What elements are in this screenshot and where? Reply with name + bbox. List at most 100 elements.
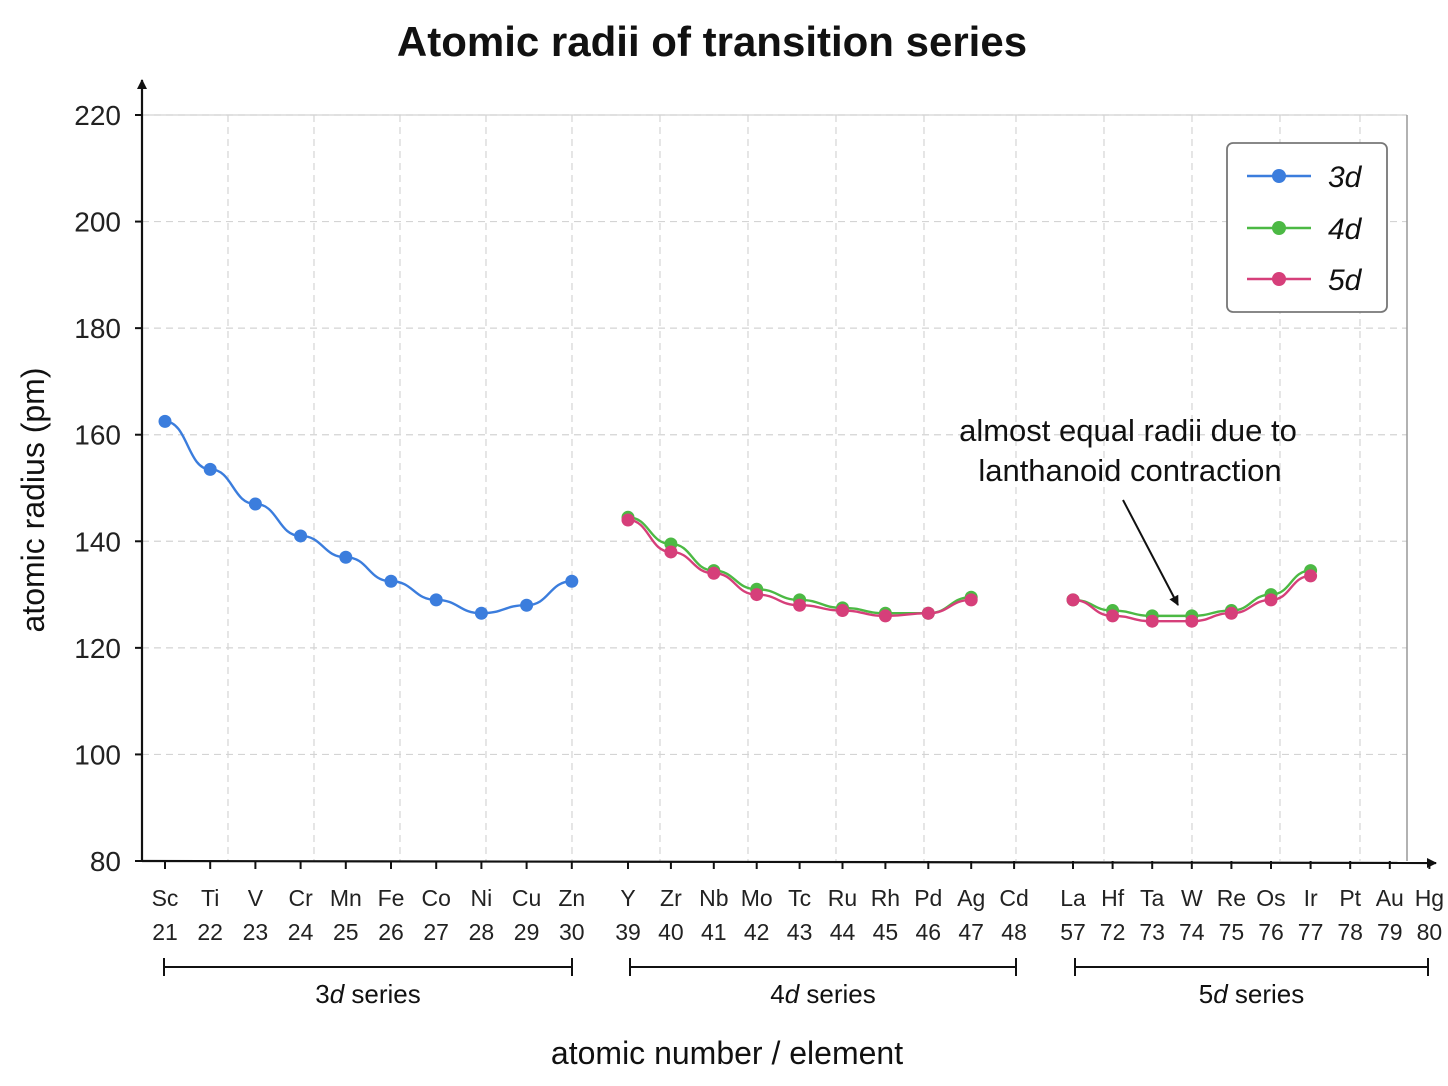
x-tick-atomic-number: 57 [1060, 919, 1086, 945]
data-point-3d-Ti [203, 462, 217, 476]
data-point-5d-Rh [878, 609, 892, 623]
x-tick-atomic-number: 44 [830, 919, 856, 945]
x-tick-element-symbol: Hg [1415, 885, 1444, 911]
x-axis-label: atomic number / element [551, 1035, 903, 1071]
x-tick-element-symbol: La [1060, 885, 1086, 911]
x-tick-element-symbol: Ru [828, 885, 857, 911]
x-tick-atomic-number: 23 [243, 919, 269, 945]
data-point-5d-Ta [1145, 614, 1159, 628]
y-tick-label: 120 [74, 633, 121, 664]
x-tick-atomic-number: 48 [1001, 919, 1027, 945]
x-tick-atomic-number: 80 [1417, 919, 1443, 945]
annotation-line-1: almost equal radii due to [959, 413, 1297, 448]
x-tick-element-symbol: Hf [1101, 885, 1125, 911]
y-tick-label: 100 [74, 739, 121, 770]
data-point-5d-La [1066, 593, 1080, 607]
x-tick-labels: Sc 21 Ti 22 V 23 Cr 24 Mn 25 Fe 26 Co 27 Ni 28 Cu 29 Zn 30 Y… [152, 885, 1445, 945]
x-tick-atomic-number: 25 [333, 919, 359, 945]
x-tick-atomic-number: 72 [1100, 919, 1126, 945]
x-tick-atomic-number: 22 [197, 919, 223, 945]
data-point-5d-Nb [707, 566, 721, 580]
x-tick-element-symbol: Cr [288, 885, 313, 911]
x-tick-atomic-number: 78 [1337, 919, 1363, 945]
x-tick-atomic-number: 21 [152, 919, 178, 945]
x-tick-element-symbol: Au [1376, 885, 1404, 911]
y-tick-labels: 80 100 120 140 160 180 200 220 [74, 100, 121, 877]
x-tick-atomic-number: 39 [615, 919, 641, 945]
x-tick-atomic-number: 28 [469, 919, 495, 945]
legend-marker-4d [1272, 221, 1286, 235]
series-layer [158, 414, 1318, 628]
data-point-5d-Tc [793, 598, 807, 612]
x-tick-element-symbol: Ir [1304, 885, 1318, 911]
data-point-5d-Ir [1304, 569, 1318, 583]
x-tick-atomic-number: 26 [378, 919, 404, 945]
bracket-label: 3d series [315, 979, 421, 1009]
x-tick-element-symbol: Tc [788, 885, 811, 911]
y-axis-label: atomic radius (pm) [15, 368, 51, 633]
legend-label-3d: 3d [1328, 161, 1363, 194]
x-tick-element-symbol: Nb [699, 885, 728, 911]
x-tick-element-symbol: Zr [660, 885, 682, 911]
data-point-5d-Pd [921, 606, 935, 620]
x-tick-atomic-number: 42 [744, 919, 770, 945]
x-tick-element-symbol: Sc [152, 885, 179, 911]
x-tick-element-symbol: V [248, 885, 264, 911]
legend-label-4d: 4d [1328, 213, 1363, 246]
data-point-5d-W [1185, 614, 1199, 628]
data-point-3d-Mn [339, 550, 353, 564]
x-tick-element-symbol: Cd [999, 885, 1028, 911]
x-tick-atomic-number: 73 [1139, 919, 1165, 945]
annotation-line-2: lanthanoid contraction [978, 453, 1281, 488]
chart-title: Atomic radii of transition series [397, 18, 1027, 65]
data-point-3d-Zn [565, 574, 579, 588]
x-tick-element-symbol: W [1181, 885, 1203, 911]
x-tick-atomic-number: 24 [288, 919, 314, 945]
data-point-3d-Cu [520, 598, 534, 612]
x-tick-element-symbol: Co [421, 885, 450, 911]
x-tick-atomic-number: 45 [873, 919, 899, 945]
legend: 3d 4d 5d [1226, 142, 1388, 313]
data-point-5d-Hf [1106, 609, 1120, 623]
x-tick-element-symbol: Ag [957, 885, 985, 911]
x-tick-element-symbol: Ni [471, 885, 493, 911]
x-tick-atomic-number: 46 [916, 919, 942, 945]
x-tick-atomic-number: 27 [423, 919, 449, 945]
y-tick-label: 140 [74, 526, 121, 557]
y-tick-label: 180 [74, 313, 121, 344]
x-tick-atomic-number: 43 [787, 919, 813, 945]
data-point-5d-Y [621, 513, 635, 527]
x-tick-element-symbol: Fe [378, 885, 405, 911]
x-tick-element-symbol: Cu [512, 885, 541, 911]
data-point-5d-Re [1224, 606, 1238, 620]
x-tick-element-symbol: Mo [741, 885, 773, 911]
x-axis [141, 857, 1437, 868]
data-point-5d-Mo [750, 588, 764, 602]
x-tick-atomic-number: 76 [1258, 919, 1284, 945]
x-tick-element-symbol: Y [620, 885, 635, 911]
x-tick-atomic-number: 79 [1377, 919, 1403, 945]
x-tick-element-symbol: Mn [330, 885, 362, 911]
x-tick-atomic-number: 29 [514, 919, 540, 945]
legend-marker-3d [1272, 169, 1286, 183]
annotation: almost equal radii due to lanthanoid con… [959, 413, 1297, 606]
data-point-3d-Cr [294, 529, 308, 543]
x-tick-atomic-number: 74 [1179, 919, 1205, 945]
annotation-arrow [1122, 499, 1179, 606]
x-tick-element-symbol: Ti [201, 885, 219, 911]
x-tick-element-symbol: Os [1256, 885, 1285, 911]
data-point-3d-Fe [384, 574, 398, 588]
grid [142, 114, 1407, 861]
x-tick-element-symbol: Pt [1339, 885, 1361, 911]
legend-label-5d: 5d [1328, 264, 1363, 297]
data-point-3d-Ni [474, 606, 488, 620]
x-tick-atomic-number: 77 [1298, 919, 1324, 945]
data-point-3d-Sc [158, 414, 172, 428]
x-tick-element-symbol: Re [1217, 885, 1246, 911]
series-brackets: 3d series 4d series 5d series [163, 958, 1429, 1009]
x-tick-atomic-number: 47 [958, 919, 984, 945]
data-point-5d-Zr [664, 545, 678, 559]
y-tick-label: 160 [74, 420, 121, 451]
data-point-3d-V [248, 497, 262, 511]
